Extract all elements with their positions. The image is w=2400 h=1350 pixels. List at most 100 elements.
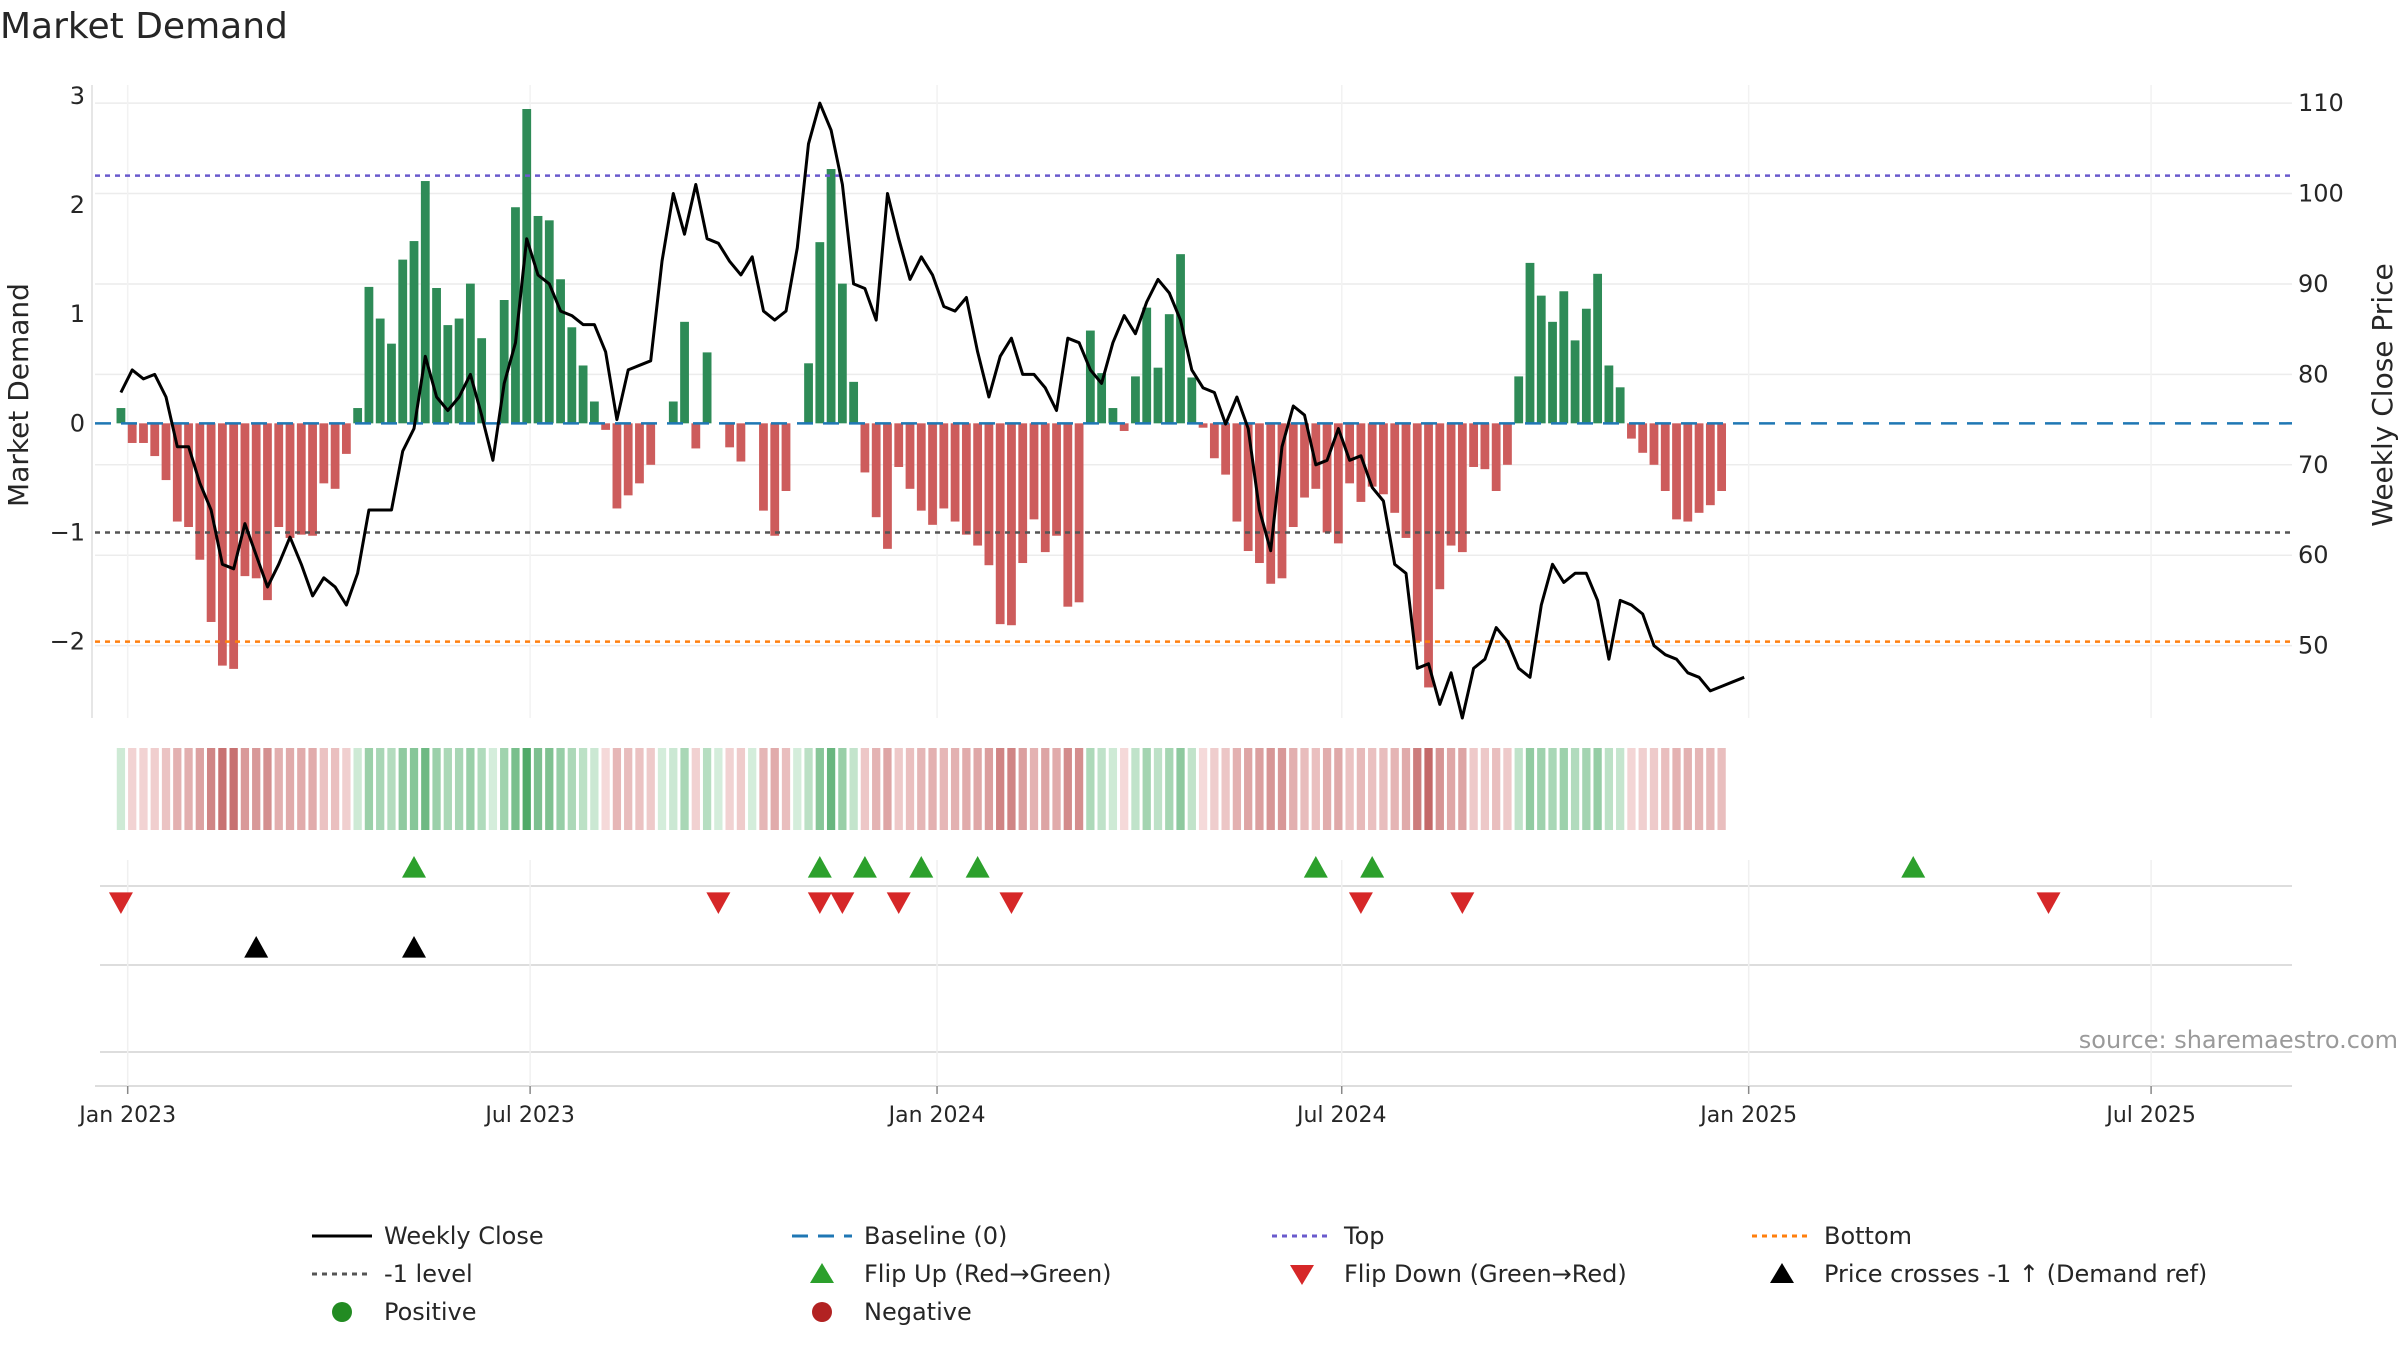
heat-cell bbox=[1616, 748, 1625, 830]
heat-cell bbox=[252, 748, 261, 830]
heat-cell bbox=[905, 748, 915, 830]
legend-swatch bbox=[1770, 1263, 1794, 1283]
legend-label: -1 level bbox=[384, 1260, 473, 1288]
heat-cell bbox=[150, 748, 159, 830]
heat-cell bbox=[1176, 748, 1185, 830]
heat-cell bbox=[353, 748, 362, 830]
legend-label: Baseline (0) bbox=[864, 1222, 1007, 1250]
heat-cell bbox=[522, 748, 531, 830]
heat-cell bbox=[781, 748, 791, 830]
demand-bar bbox=[1018, 423, 1028, 564]
heat-cell bbox=[872, 748, 881, 830]
heat-cell bbox=[330, 748, 340, 830]
demand-bar bbox=[635, 423, 644, 484]
demand-bar bbox=[1424, 423, 1433, 688]
demand-bar bbox=[1514, 376, 1524, 424]
heat-cell bbox=[1480, 748, 1490, 830]
y-tick-right: 60 bbox=[2298, 541, 2329, 569]
flip-up-marker bbox=[852, 856, 877, 878]
demand-bar bbox=[1311, 423, 1321, 489]
flip-down-marker bbox=[108, 892, 133, 914]
heat-cell bbox=[860, 748, 870, 830]
demand-bar bbox=[1390, 423, 1400, 513]
demand-bar bbox=[680, 321, 689, 424]
legend-label: Top bbox=[1343, 1222, 1385, 1250]
demand-bar bbox=[274, 423, 284, 528]
demand-bar bbox=[1446, 423, 1456, 546]
date-tick-label: Jan 2023 bbox=[77, 1103, 176, 1128]
demand-bar bbox=[1266, 423, 1276, 584]
y-tick-right: 80 bbox=[2298, 360, 2329, 388]
heat-cell bbox=[1221, 748, 1230, 830]
heat-cell bbox=[218, 748, 227, 830]
demand-bar bbox=[1379, 423, 1388, 495]
y-axis-label-right: Weekly Close Price bbox=[2366, 263, 2399, 526]
heat-cell bbox=[973, 748, 982, 830]
heat-cell bbox=[387, 748, 396, 830]
demand-bar bbox=[1480, 423, 1490, 470]
flip-down-marker bbox=[830, 892, 855, 914]
heat-cell bbox=[1593, 748, 1602, 830]
demand-bar bbox=[251, 423, 261, 579]
demand-bar bbox=[871, 423, 881, 518]
heat-cell bbox=[1334, 748, 1343, 830]
flip-down-marker bbox=[807, 892, 832, 914]
demand-bar bbox=[206, 423, 216, 622]
heat-cell bbox=[500, 748, 509, 830]
demand-bar bbox=[1367, 423, 1377, 487]
heat-cell bbox=[1401, 748, 1411, 830]
demand-bar bbox=[770, 423, 780, 536]
demand-bar bbox=[612, 423, 622, 509]
date-tick-label: Jan 2025 bbox=[1698, 1103, 1797, 1128]
legend-label: Price crosses -1 ↑ (Demand ref) bbox=[1824, 1260, 2207, 1288]
demand-bar bbox=[984, 423, 994, 566]
heat-cell bbox=[657, 748, 667, 830]
heat-cell bbox=[883, 748, 892, 830]
y-tick-left: 3 bbox=[70, 82, 85, 110]
heat-cell bbox=[421, 748, 430, 830]
demand-bar bbox=[353, 408, 363, 424]
demand-bar bbox=[477, 338, 487, 424]
heat-cell bbox=[725, 748, 734, 830]
demand-bar bbox=[939, 423, 949, 509]
heat-cell bbox=[962, 748, 971, 830]
demand-bar bbox=[781, 423, 791, 491]
heat-cell bbox=[195, 748, 204, 830]
demand-bar bbox=[1593, 273, 1603, 424]
heat-cell bbox=[1165, 748, 1174, 830]
heat-cell bbox=[1458, 748, 1467, 830]
demand-bar bbox=[1717, 423, 1727, 491]
demand-bar bbox=[1683, 423, 1693, 522]
heat-cell bbox=[545, 748, 554, 830]
demand-bar bbox=[950, 423, 960, 522]
heat-cell bbox=[297, 748, 306, 830]
heat-cell bbox=[1300, 748, 1309, 830]
heat-cell bbox=[793, 748, 802, 830]
heat-cell bbox=[1559, 748, 1568, 830]
demand-bar bbox=[1333, 423, 1343, 544]
demand-bar bbox=[837, 283, 847, 424]
heat-cell bbox=[1390, 748, 1399, 830]
heat-cell bbox=[1266, 748, 1275, 830]
heat-cell bbox=[770, 748, 779, 830]
heat-cell bbox=[996, 748, 1005, 830]
heat-cell bbox=[815, 748, 824, 830]
demand-bar bbox=[139, 423, 148, 443]
demand-bar bbox=[691, 423, 701, 449]
heat-cell bbox=[1255, 748, 1264, 830]
date-tick-label: Jul 2024 bbox=[1295, 1103, 1387, 1128]
demand-bar bbox=[556, 279, 565, 424]
heat-cell bbox=[894, 748, 903, 830]
date-tick-label: Jul 2023 bbox=[483, 1103, 575, 1128]
heat-cell bbox=[1244, 748, 1253, 830]
demand-bar bbox=[702, 352, 712, 424]
heat-cell bbox=[1661, 748, 1670, 830]
demand-bar bbox=[341, 423, 351, 454]
demand-bar bbox=[499, 300, 509, 424]
heat-cell bbox=[173, 748, 182, 830]
heat-cell bbox=[624, 748, 633, 830]
heat-cell bbox=[274, 748, 283, 830]
demand-bar bbox=[398, 259, 408, 424]
heat-cell bbox=[1108, 748, 1118, 830]
demand-bar bbox=[1007, 423, 1016, 626]
